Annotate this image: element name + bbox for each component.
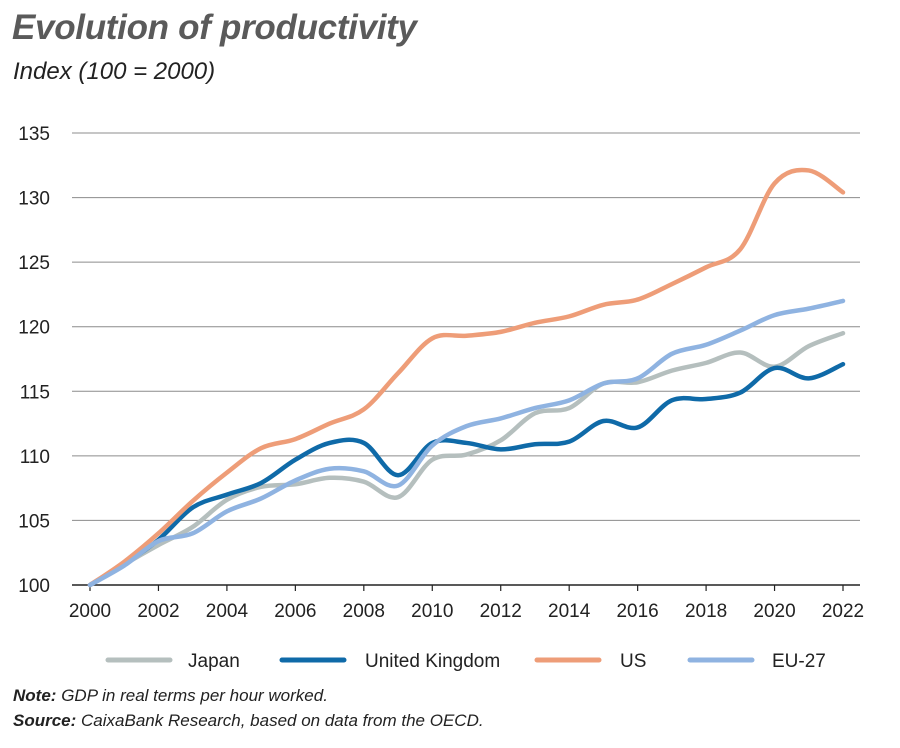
x-tick-label: 2022 — [822, 601, 864, 622]
legend-label-united-kingdom: United Kingdom — [365, 651, 500, 672]
series-line-us — [87, 167, 846, 588]
x-tick-label: 2010 — [411, 601, 453, 622]
series-line-united-kingdom — [87, 361, 846, 588]
x-tick-label: 2018 — [685, 601, 727, 622]
x-tick-label: 2014 — [548, 601, 591, 622]
x-tick-label: 2002 — [137, 601, 179, 622]
x-tick-label: 2004 — [206, 601, 249, 622]
x-tick-label: 2000 — [69, 601, 111, 622]
x-tick-label: 2016 — [616, 601, 658, 622]
y-tick-label: 100 — [18, 576, 50, 597]
chart-title: Evolution of productivity — [12, 8, 417, 47]
legend-label-eu-27: EU-27 — [772, 651, 826, 672]
chart-subtitle: Index (100 = 2000) — [13, 58, 216, 85]
y-tick-label: 125 — [18, 253, 50, 274]
chart-source: Source: CaixaBank Research, based on dat… — [13, 711, 484, 731]
y-tick-label: 105 — [18, 511, 50, 532]
series-lines — [87, 167, 846, 588]
gridlines — [72, 132, 860, 586]
x-tick-label: 2008 — [343, 601, 385, 622]
chart-note: Note: GDP in real terms per hour worked. — [13, 686, 328, 706]
series-line-japan — [87, 330, 846, 588]
x-tick-label: 2006 — [274, 601, 316, 622]
note-label: Note: — [13, 686, 57, 705]
x-tick-label: 2020 — [753, 601, 795, 622]
series-line-eu-27 — [87, 298, 846, 588]
legend: Japan United Kingdom US EU-27 — [105, 651, 826, 672]
y-tick-label: 135 — [18, 124, 50, 145]
x-axis: 2000 2002 2004 2006 2008 2010 2012 2014 2016 2018… — [69, 585, 864, 622]
y-tick-label: 130 — [18, 189, 50, 210]
y-tick-label: 115 — [20, 382, 50, 403]
x-tick-label: 2012 — [480, 601, 522, 622]
y-tick-label: 120 — [18, 318, 50, 339]
y-axis: 100 105 110 115 120 125 130 135 — [18, 124, 50, 597]
legend-label-us: US — [620, 651, 646, 672]
note-text: GDP in real terms per hour worked. — [61, 686, 328, 705]
source-text: CaixaBank Research, based on data from t… — [81, 711, 484, 730]
legend-label-japan: Japan — [188, 651, 240, 672]
source-label: Source: — [13, 711, 77, 730]
y-tick-label: 110 — [20, 447, 50, 468]
